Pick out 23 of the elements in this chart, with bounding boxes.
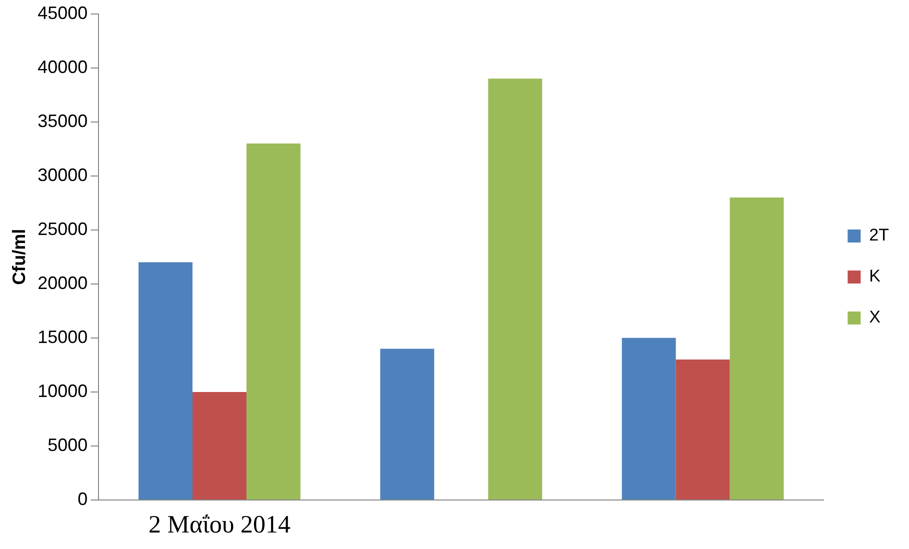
y-tick-label: 5000 xyxy=(48,434,88,455)
y-tick-label: 35000 xyxy=(38,110,88,131)
y-tick-label: 45000 xyxy=(38,2,88,23)
bar xyxy=(622,338,676,500)
y-tick-label: 40000 xyxy=(38,56,88,77)
y-tick-label: 20000 xyxy=(38,272,88,293)
bar xyxy=(676,360,730,500)
bar xyxy=(488,78,542,500)
bar xyxy=(380,348,434,500)
y-axis-title: Cfu/ml xyxy=(8,228,29,285)
y-tick-label: 0 xyxy=(78,488,88,509)
bar xyxy=(246,143,300,500)
bar xyxy=(192,392,246,500)
legend-label: K xyxy=(869,266,882,286)
x-tick-label: 2 Μαΐου 2014 xyxy=(148,512,291,539)
y-tick-label: 10000 xyxy=(38,380,88,401)
legend-label: 2T xyxy=(869,226,890,245)
y-tick-label: 15000 xyxy=(38,326,88,347)
legend-label: X xyxy=(869,308,881,327)
bar xyxy=(730,197,784,500)
y-tick-label: 30000 xyxy=(38,164,88,185)
y-tick-label: 25000 xyxy=(38,218,88,239)
bar xyxy=(138,262,192,500)
